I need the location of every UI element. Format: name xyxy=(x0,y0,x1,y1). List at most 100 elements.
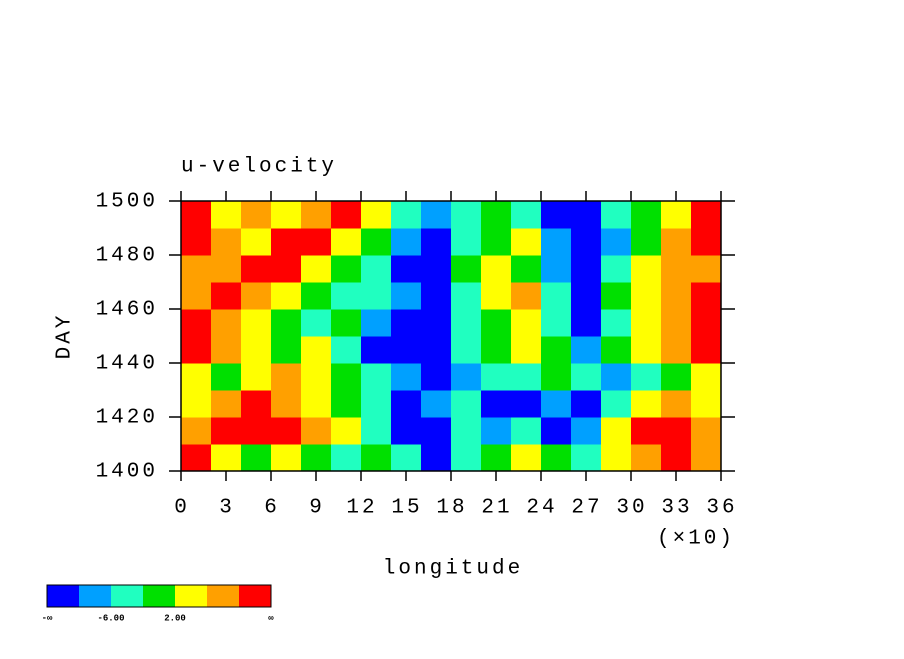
colorbar-swatch xyxy=(111,585,143,607)
heat-cell xyxy=(421,336,452,364)
heat-cell xyxy=(661,363,692,391)
colorbar-frame xyxy=(46,584,272,608)
heat-cell xyxy=(571,390,602,418)
heat-cell xyxy=(361,309,392,337)
heat-cell xyxy=(181,282,212,310)
heat-cell xyxy=(571,255,602,283)
heat-cell xyxy=(631,282,662,310)
y-tick-label: 1500 xyxy=(96,191,158,214)
heat-cell xyxy=(481,390,512,418)
heat-cell xyxy=(271,255,302,283)
heat-cell xyxy=(451,255,482,283)
heat-cell xyxy=(361,282,392,310)
heat-cell xyxy=(271,282,302,310)
x-tick-label: 18 xyxy=(436,497,467,520)
heat-cell xyxy=(391,363,422,391)
colorbar-swatch xyxy=(143,585,175,607)
heat-cell xyxy=(691,390,722,418)
heat-cell xyxy=(571,336,602,364)
heat-cell xyxy=(541,417,572,445)
heat-cell xyxy=(601,390,632,418)
heat-cell xyxy=(211,201,242,229)
heat-cell xyxy=(211,255,242,283)
heat-cell xyxy=(391,282,422,310)
heat-cell xyxy=(181,390,212,418)
heat-cell xyxy=(511,309,542,337)
heat-cell xyxy=(511,255,542,283)
colorbar-label: -∞ xyxy=(42,613,53,623)
y-tick-label: 1420 xyxy=(96,407,158,430)
heat-cell xyxy=(631,417,662,445)
heat-cell xyxy=(661,390,692,418)
heat-cell xyxy=(421,201,452,229)
heat-cell xyxy=(541,336,572,364)
heat-cell xyxy=(601,309,632,337)
heat-cell xyxy=(541,444,572,472)
heat-cell xyxy=(451,363,482,391)
colorbar-swatch xyxy=(207,585,239,607)
heat-cell xyxy=(301,336,332,364)
heat-cell xyxy=(511,417,542,445)
heat-cell xyxy=(481,282,512,310)
heat-cell xyxy=(631,444,662,472)
heat-cell xyxy=(391,444,422,472)
heat-cell xyxy=(241,201,272,229)
heat-cell xyxy=(331,444,362,472)
heat-cell xyxy=(301,390,332,418)
heat-cell xyxy=(451,390,482,418)
heat-cell xyxy=(451,282,482,310)
heat-cell xyxy=(631,201,662,229)
heat-cell xyxy=(211,228,242,256)
heat-cell xyxy=(271,336,302,364)
heat-cell xyxy=(541,390,572,418)
colorbar-label: 2.00 xyxy=(164,613,186,623)
x-tick-label: 3 xyxy=(219,497,235,520)
x-tick-label: 27 xyxy=(571,497,602,520)
heat-cell xyxy=(241,336,272,364)
heat-cell xyxy=(301,228,332,256)
heat-cell xyxy=(241,255,272,283)
heat-cell xyxy=(181,228,212,256)
x-scale-label: (×10) xyxy=(657,528,735,551)
x-tick-label: 36 xyxy=(706,497,737,520)
heat-cell xyxy=(271,228,302,256)
colorbar-swatch xyxy=(175,585,207,607)
heat-cell xyxy=(241,363,272,391)
heat-cell xyxy=(661,417,692,445)
heat-cell xyxy=(511,363,542,391)
heat-cell xyxy=(481,255,512,283)
heat-cell xyxy=(391,255,422,283)
heat-cell xyxy=(331,228,362,256)
heat-cell xyxy=(181,336,212,364)
heat-cell xyxy=(331,282,362,310)
y-axis-label: DAY xyxy=(54,313,77,360)
heat-cell xyxy=(391,390,422,418)
heat-cell xyxy=(481,336,512,364)
heat-cell xyxy=(331,336,362,364)
heat-cell xyxy=(601,417,632,445)
heat-cell xyxy=(631,255,662,283)
heat-cell xyxy=(241,417,272,445)
heat-cell xyxy=(631,363,662,391)
x-tick-label: 12 xyxy=(346,497,377,520)
heat-cell xyxy=(301,201,332,229)
heat-cell xyxy=(691,444,722,472)
heat-cell xyxy=(421,228,452,256)
heat-cell xyxy=(361,228,392,256)
colorbar-swatch xyxy=(47,585,79,607)
heat-cell xyxy=(421,282,452,310)
heat-cell xyxy=(661,201,692,229)
heat-cell xyxy=(631,336,662,364)
heat-cell xyxy=(541,228,572,256)
heat-cell xyxy=(271,309,302,337)
heat-cell xyxy=(661,255,692,283)
heat-cell xyxy=(571,228,602,256)
heat-cell xyxy=(421,417,452,445)
heat-cell xyxy=(331,390,362,418)
heat-cell xyxy=(691,228,722,256)
heat-cell xyxy=(301,255,332,283)
y-tick-label: 1480 xyxy=(96,245,158,268)
heat-cell xyxy=(421,390,452,418)
heat-cell xyxy=(541,201,572,229)
x-tick-label: 15 xyxy=(391,497,422,520)
